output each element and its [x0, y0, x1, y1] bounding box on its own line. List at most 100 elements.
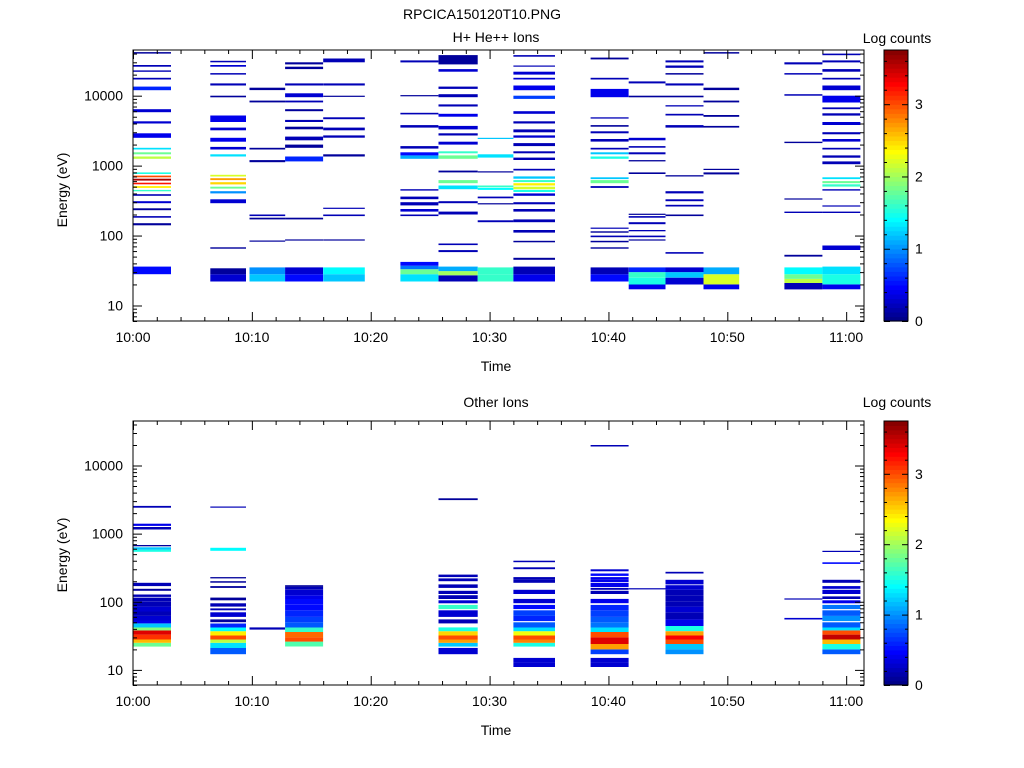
- colorbar-band: [884, 658, 908, 664]
- heatmap-cell: [513, 230, 555, 233]
- heatmap-cell: [822, 77, 861, 80]
- heatmap-cell: [513, 598, 555, 604]
- colorbar-band: [884, 473, 908, 479]
- heatmap-cell: [628, 137, 666, 141]
- colorbar-tick-label: 3: [915, 96, 923, 112]
- heatmap-cell: [477, 203, 514, 205]
- heatmap-cell: [628, 588, 666, 590]
- colorbar-band: [884, 271, 908, 277]
- heatmap-cell: [665, 595, 704, 602]
- heatmap-cell: [513, 193, 555, 196]
- colorbar-band: [884, 627, 908, 633]
- heatmap-cell: [285, 66, 324, 70]
- heatmap-cell: [133, 588, 171, 591]
- heatmap-cell: [703, 168, 740, 170]
- x-tick-label: 10:10: [234, 329, 269, 345]
- heatmap-cell: [784, 73, 823, 75]
- heatmap-cell: [590, 117, 629, 119]
- heatmap-cell: [822, 589, 861, 594]
- heatmap-cell: [438, 635, 478, 640]
- colorbar-band: [884, 144, 908, 150]
- x-tick-label: 10:50: [710, 693, 745, 709]
- heatmap-cell: [703, 115, 740, 117]
- heatmap-cell: [590, 180, 629, 184]
- heatmap-cell: [665, 639, 704, 644]
- colorbar-band: [884, 610, 908, 616]
- heatmap-cell: [285, 109, 324, 112]
- heatmap-cell: [400, 155, 439, 159]
- heatmap-cell: [513, 111, 555, 114]
- heatmap-cell: [513, 85, 555, 91]
- heatmap-cell: [513, 189, 555, 192]
- colorbar-band: [884, 421, 908, 426]
- heatmap-cell: [133, 133, 171, 138]
- heatmap-cell: [784, 274, 823, 279]
- colorbar-tick-label: 1: [915, 607, 923, 623]
- colorbar-band: [884, 221, 908, 227]
- heatmap-cell: [438, 125, 478, 130]
- colorbar-band: [884, 482, 908, 488]
- colorbar-band: [884, 158, 908, 164]
- heatmap-cell: [285, 119, 324, 122]
- heatmap-cell: [210, 146, 246, 150]
- heatmap-cell: [822, 113, 861, 116]
- heatmap-cell: [210, 83, 246, 86]
- heatmap-cell: [590, 235, 629, 238]
- heatmap-cell: [665, 277, 704, 285]
- heatmap-cell: [665, 626, 704, 632]
- heatmap-cell: [477, 196, 514, 199]
- heatmap-cell: [590, 186, 629, 188]
- heatmap-cell: [400, 214, 439, 217]
- heatmap-cell: [822, 630, 861, 635]
- colorbar-band: [884, 126, 908, 132]
- heatmap-cell: [210, 137, 246, 142]
- colorbar-band: [884, 108, 908, 114]
- heatmap-cell: [590, 662, 629, 667]
- heatmap-cell: [590, 131, 629, 134]
- heatmap-cell: [133, 201, 171, 204]
- heatmap-cell: [133, 527, 171, 530]
- heatmap-cell: [400, 265, 439, 270]
- heatmap-cell: [285, 616, 324, 623]
- colorbar-band: [884, 579, 908, 585]
- heatmap-cell: [285, 83, 324, 86]
- heatmap-cell: [285, 632, 324, 638]
- heatmap-cell: [513, 55, 555, 57]
- heatmap-cell: [513, 209, 555, 212]
- heatmap-cell: [665, 73, 704, 75]
- heatmap-cell: [513, 240, 555, 243]
- heatmap-cell: [665, 635, 704, 640]
- heatmap-cell: [400, 209, 439, 212]
- heatmap-cell: [665, 619, 704, 626]
- heatmap-cell: [590, 637, 629, 644]
- colorbar-band: [884, 81, 908, 87]
- colorbar-frame: [883, 49, 909, 322]
- heatmap-cell: [477, 187, 514, 190]
- heatmap-cell: [210, 612, 246, 617]
- heatmap-cell: [210, 635, 246, 640]
- heatmap-cell: [665, 272, 704, 278]
- heatmap-cell: [285, 604, 324, 611]
- colorbar-band: [884, 636, 908, 642]
- heatmap-cell: [133, 611, 171, 616]
- colorbar-band: [884, 557, 908, 563]
- heatmap-cell: [438, 104, 478, 107]
- heatmap-cell: [285, 62, 324, 65]
- heatmap-cell: [590, 125, 629, 127]
- colorbar-tick-label: 1: [915, 241, 923, 257]
- heatmap-cell: [133, 194, 171, 196]
- heatmap-cell: [133, 178, 171, 181]
- colorbar-band: [884, 217, 908, 223]
- heatmap-cell: [513, 65, 555, 67]
- heatmap-cell: [513, 151, 555, 154]
- colorbar-band: [884, 50, 908, 56]
- heatmap-cell: [438, 266, 478, 272]
- heatmap-cell: [665, 214, 704, 217]
- colorbar-band: [884, 522, 908, 528]
- heatmap-cell: [590, 445, 629, 447]
- heatmap-cell: [822, 177, 861, 180]
- heatmap-cell: [210, 627, 246, 632]
- plot-frame: [132, 420, 865, 686]
- heatmap-cell: [822, 639, 861, 644]
- heatmap-cell: [438, 578, 478, 582]
